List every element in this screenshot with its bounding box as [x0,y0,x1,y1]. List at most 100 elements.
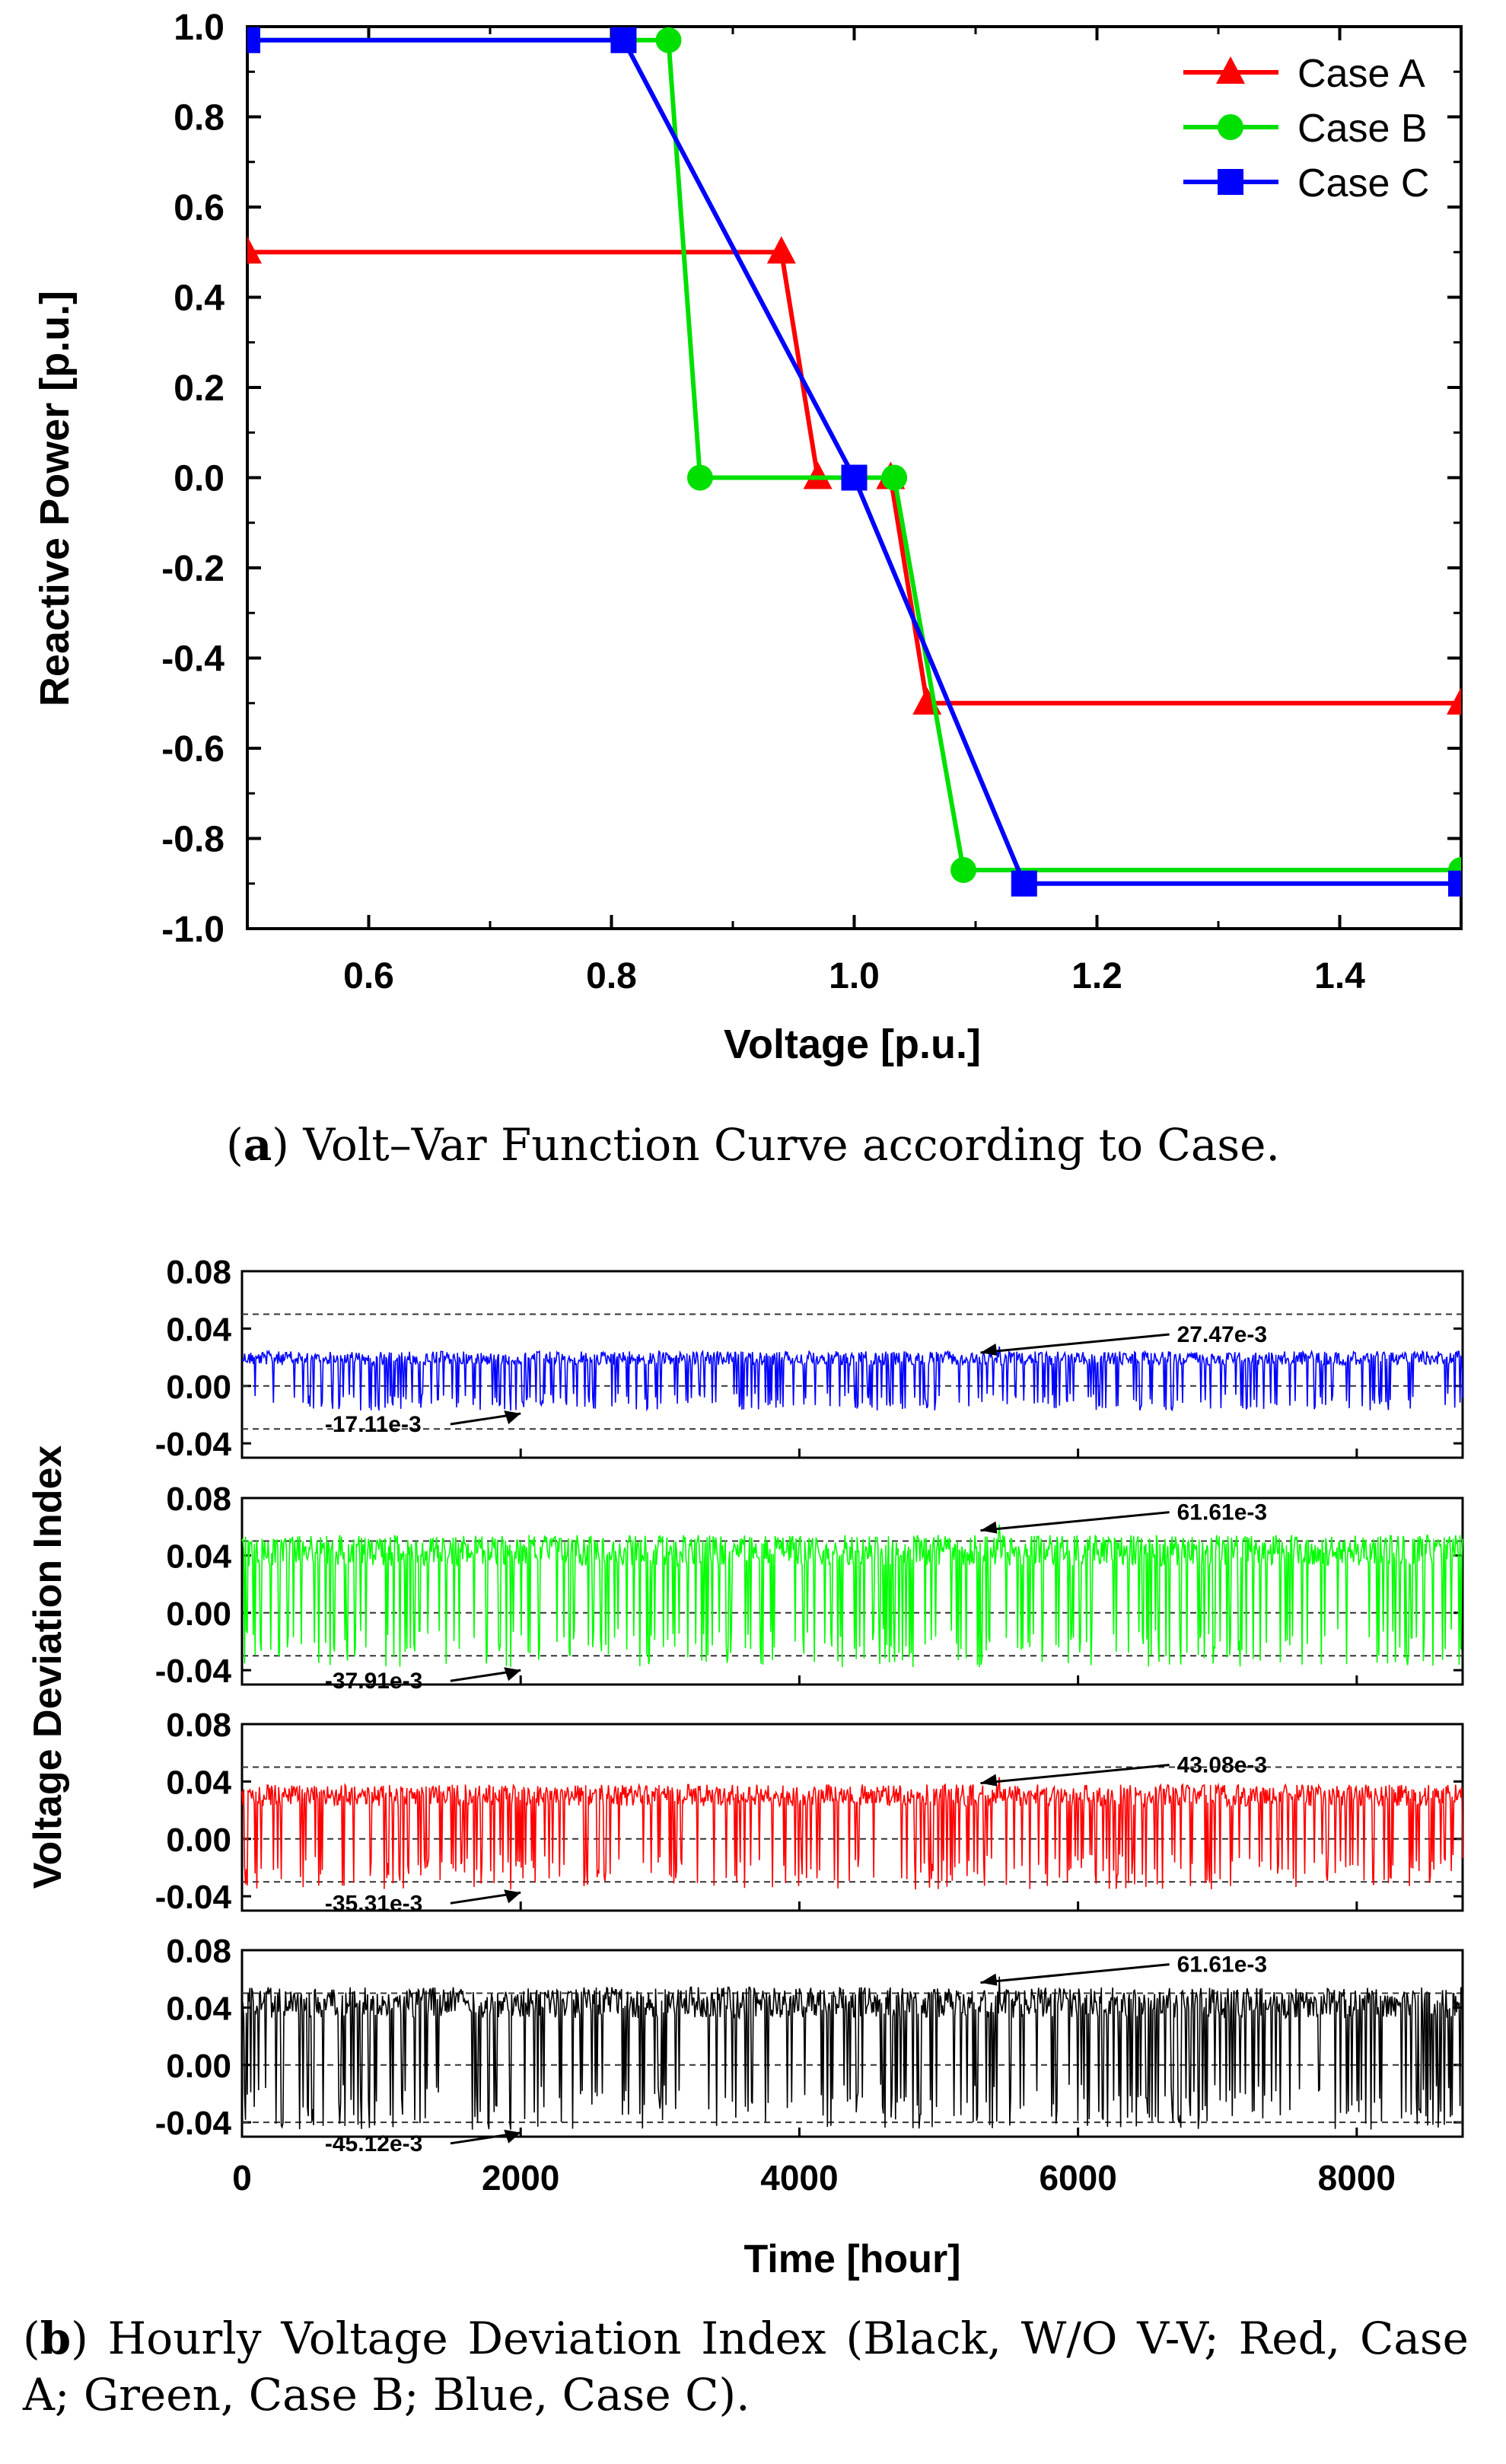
chart-a-series-clipped [247,27,1461,897]
panel-frame [240,1497,1464,1686]
max-annotation-arrow [980,1963,1170,1984]
y-tick-label: 0.08 [166,1707,231,1744]
y-tick-label: 0.08 [166,1481,231,1518]
case-c-point [1448,870,1461,897]
y-tick-label: 0.04 [166,1538,231,1575]
min-annotation: -37.91e-3 [325,1669,422,1694]
y-tick-label: 0.08 [166,1254,231,1291]
chart-a-series [247,27,1461,897]
y-tick-label: 0.00 [166,1822,231,1859]
case-b-point [686,464,713,491]
x-tick-label: 2000 [482,2158,559,2198]
case-c-point [841,464,868,491]
panel-case-c: 0.08 0.04 0.00 -0.04 27.47e-3 -17.11e-3 [155,1254,1464,1463]
series-case-a-trace [241,1777,1463,1890]
max-arrowhead [980,1973,998,1986]
case-b-point [950,856,977,883]
y-tick-label: 0.2 [174,368,224,409]
x-tick-label: 0.6 [343,956,394,996]
y-tick-label: -0.6 [161,729,224,770]
legend-case-c-marker [1218,169,1243,195]
min-annotation: -17.11e-3 [325,1412,422,1437]
voltage-deviation-chart: 0.080.040.00-0.0427.47e-3-17.11e-30.080.… [26,1254,1464,2281]
caption-a-text: Volt–Var Function Curve according to Cas… [303,1119,1280,1171]
series-w-o-v-v-trace [241,1976,1463,2130]
case-c-point [610,27,637,53]
series-case-b-trace [241,1524,1463,1668]
y-tick-label: -0.04 [155,2105,232,2142]
min-arrowhead [504,1411,521,1425]
caption-b: (b) Hourly Voltage Deviation Index (Blac… [23,2313,1469,2421]
caption-b-text: Hourly Voltage Deviation Index (Black, W… [23,2313,1469,2421]
case-a-point [1447,687,1461,715]
y-tick-label: 0.00 [166,1369,231,1406]
x-tick-label: 8000 [1318,2158,1396,2198]
y-tick-label: -0.04 [155,1653,232,1690]
caption-a: (a) Volt–Var Function Curve according to… [226,1119,1280,1171]
case-c-point [247,27,260,53]
y-tick-label: -0.4 [161,639,224,680]
chart-b-x-axis-title: Time [hour] [743,2237,960,2281]
min-arrowhead [504,1889,521,1904]
legend-case-a-label: Case A [1297,52,1425,96]
legend-case-a-marker [1216,56,1245,84]
x-tick-label: 4000 [760,2158,838,2198]
max-arrowhead [980,1774,998,1787]
chart-b-panels: 0.080.040.00-0.0427.47e-3-17.11e-30.080.… [155,1254,1464,2156]
y-tick-label: -1.0 [161,910,224,950]
y-tick-label: 0.8 [174,98,224,139]
max-annotation-arrow [980,1333,1170,1354]
panel-frame [240,1270,1464,1459]
y-tick-label: 0.00 [166,2048,231,2085]
y-tick-label: 1.0 [174,8,224,48]
x-tick-label: 6000 [1039,2158,1116,2198]
legend-case-b-label: Case B [1297,107,1428,151]
x-tick-label: 1.4 [1314,956,1365,996]
case-b-point [881,464,908,491]
case-c-line [247,37,1461,886]
y-tick-label: 0.0 [174,459,224,499]
max-annotation: 61.61e-3 [1177,1500,1267,1525]
chart-a-y-axis-title: Reactive Power [p.u.] [32,291,78,706]
max-annotation: 61.61e-3 [1177,1952,1267,1978]
x-tick-label: 0 [232,2158,252,2198]
max-annotation: 43.08e-3 [1177,1753,1267,1778]
case-b-point [655,27,682,53]
case-a-point [766,236,796,264]
min-arrowhead [504,1667,521,1681]
y-tick-label: 0.04 [166,1311,231,1348]
volt-var-chart: 1.0 0.8 0.6 0.4 0.2 0.0 -0.2 -0.4 -0.6 -0.8 -1.0 0.… [32,8,1463,1067]
max-annotation: 27.47e-3 [1177,1322,1267,1347]
case-a-point [247,236,262,264]
y-tick-label: 0.04 [166,1764,231,1801]
y-tick-label: 0.6 [174,188,224,228]
y-tick-label: 0.4 [174,279,224,319]
chart-a-axes: 1.0 0.8 0.6 0.4 0.2 0.0 -0.2 -0.4 -0.6 -0.8 -1.0 0.… [161,8,1463,996]
min-arrowhead [504,2129,521,2144]
y-tick-label: 0.04 [166,1990,231,2027]
max-arrowhead [980,1343,998,1356]
legend-case-c-label: Case C [1297,161,1429,206]
max-arrowhead [980,1521,998,1534]
caption-a-letter: a [243,1119,272,1171]
y-tick-label: 0.00 [166,1595,231,1633]
min-annotation: -45.12e-3 [325,2131,422,2156]
panel-case-b: 0.08 0.04 0.00 -0.04 61.61e-3 -37.91e-3 [155,1481,1464,1694]
y-tick-label: -0.2 [161,549,224,589]
y-tick-label: -0.8 [161,820,224,860]
chart-a-x-axis-title: Voltage [p.u.] [724,1022,981,1067]
max-annotation-arrow [980,1511,1170,1532]
chart-a-legend: Case A Case B Case C [1183,52,1429,206]
chart-b-x-axis: 0 2000 4000 6000 8000 [232,2158,1396,2198]
y-tick-label: -0.04 [155,1426,232,1463]
x-tick-label: 1.2 [1071,956,1122,996]
chart-b-y-axis-title: Voltage Deviation Index [26,1446,70,1889]
legend-case-b-marker [1218,114,1243,140]
panel-w-o-v-v: 0.08 0.04 0.00 -0.04 61.61e-3 -45.12e-3 [155,1933,1464,2156]
series-case-c-trace [241,1346,1463,1412]
y-tick-label: -0.04 [155,1879,232,1916]
panel-case-a: 0.08 0.04 0.00 -0.04 43.08e-3 -35.31e-3 [155,1707,1464,1916]
case-c-point [1011,870,1037,897]
case-b-line [247,37,1461,872]
x-tick-label: 1.0 [829,956,880,996]
